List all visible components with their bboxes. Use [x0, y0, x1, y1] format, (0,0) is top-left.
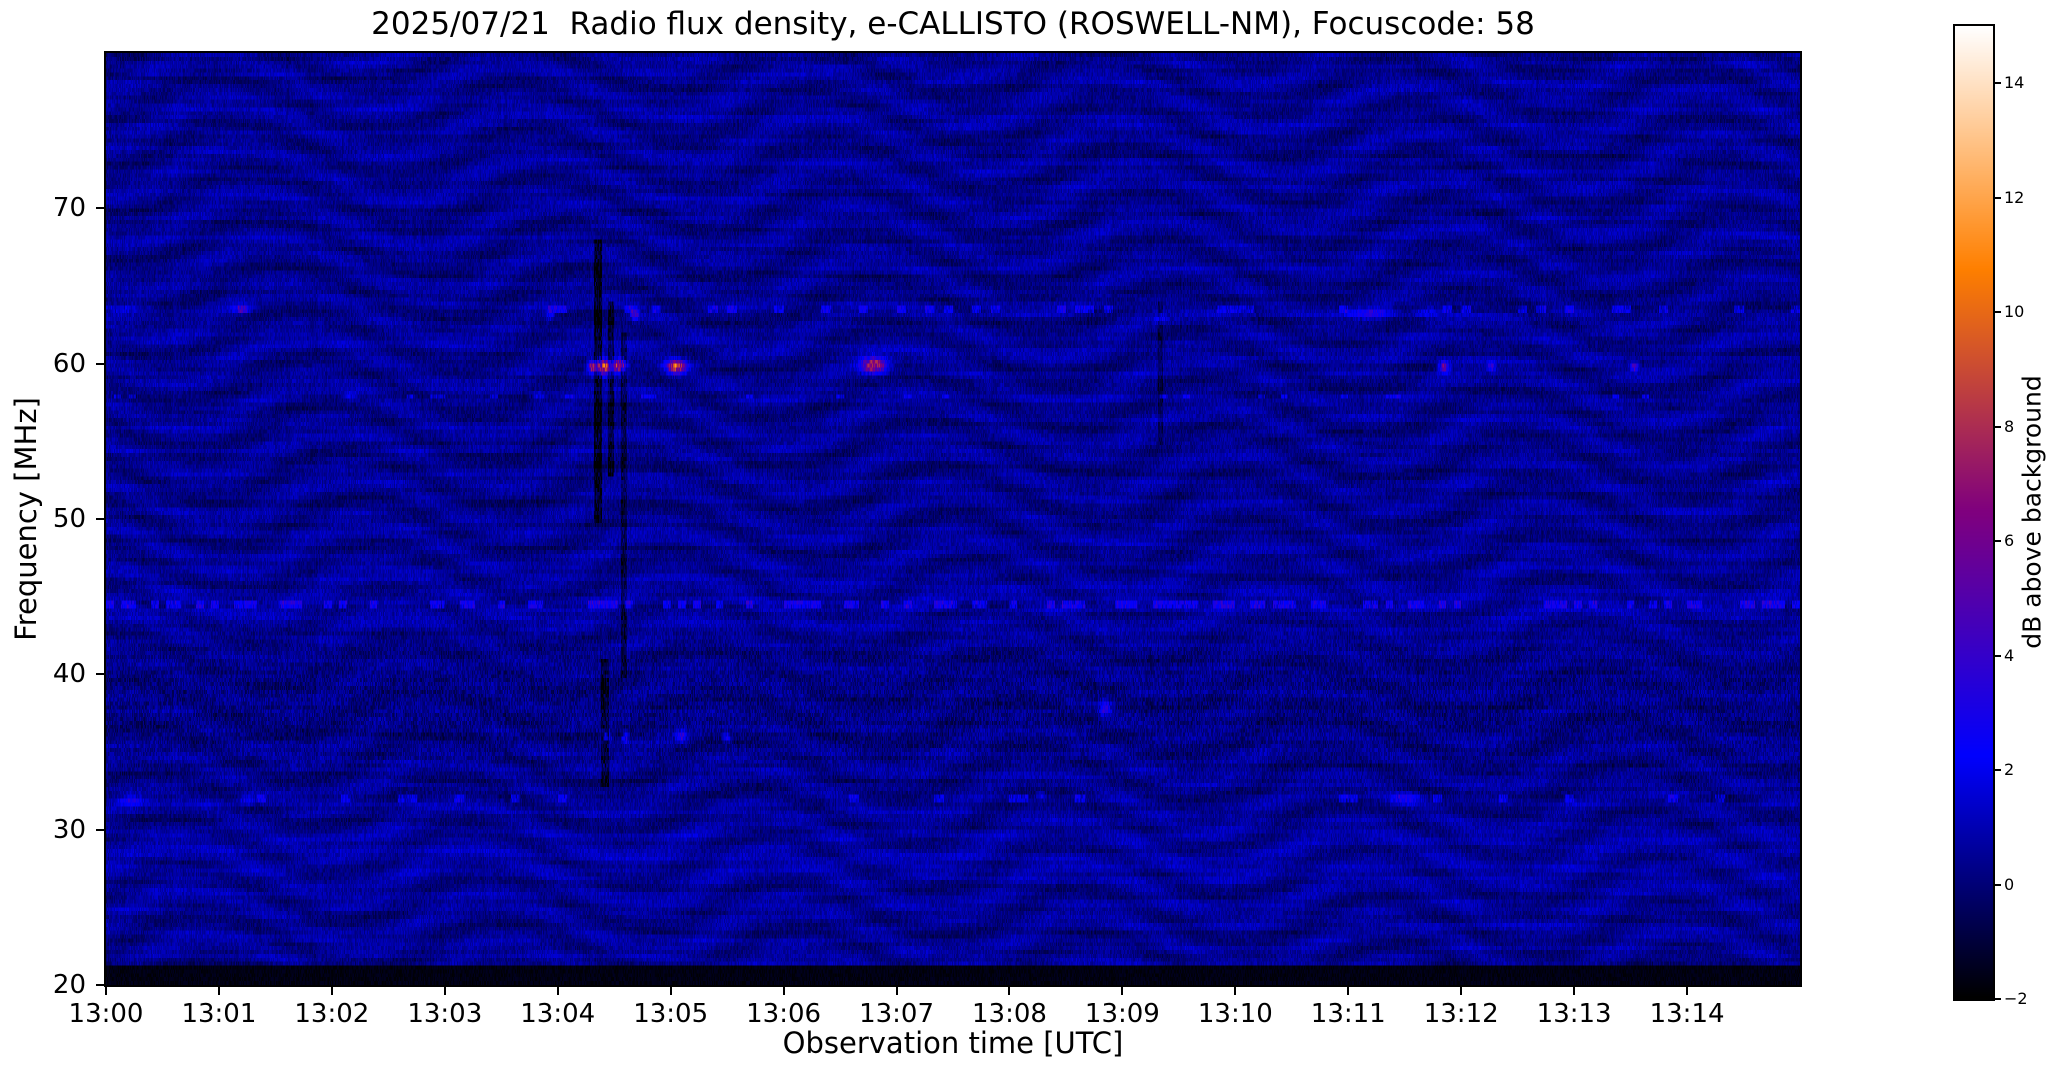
x-tick-mark	[443, 986, 446, 995]
x-tick-mark	[556, 986, 559, 995]
x-tick-label: 13:09	[1084, 999, 1160, 1029]
colorbar-tick-label: 4	[2004, 645, 2015, 665]
y-tick-label: 40	[52, 659, 86, 690]
x-axis-label: Observation time [UTC]	[782, 1026, 1124, 1060]
x-tick-mark	[105, 986, 107, 995]
y-tick-mark	[96, 673, 105, 676]
x-tick-label: 13:01	[181, 999, 257, 1029]
colorbar-tick-mark	[1995, 82, 2001, 85]
colorbar-tick-mark	[1995, 998, 2001, 1000]
x-tick-label: 13:10	[1197, 999, 1273, 1029]
colorbar-tick-label: 10	[2004, 302, 2025, 322]
x-tick-mark	[1121, 986, 1124, 995]
x-tick-mark	[1686, 986, 1689, 995]
colorbar-tick-mark	[1995, 311, 2001, 314]
colorbar-tick-label: 2	[2004, 760, 2015, 780]
colorbar-label: dB above background	[2017, 375, 2047, 649]
colorbar-tick-mark	[1995, 425, 2001, 428]
y-tick-mark	[96, 984, 105, 986]
x-tick-mark	[1573, 986, 1576, 995]
x-tick-label: 13:05	[633, 999, 709, 1029]
x-tick-mark	[1008, 986, 1011, 995]
spectrogram-canvas	[106, 53, 1800, 985]
x-tick-mark	[895, 986, 898, 995]
x-tick-mark	[1234, 986, 1237, 995]
colorbar-tick-mark	[1995, 540, 2001, 543]
x-tick-label: 13:02	[294, 999, 370, 1029]
colorbar-tick-label: 8	[2004, 416, 2015, 436]
x-tick-mark	[669, 986, 672, 995]
y-tick-mark	[96, 828, 105, 831]
colorbar-tick-mark	[1995, 654, 2001, 657]
colorbar-tick-mark	[1995, 769, 2001, 772]
y-tick-mark	[96, 362, 105, 365]
x-tick-label: 13:13	[1536, 999, 1612, 1029]
x-tick-mark	[782, 986, 785, 995]
x-tick-mark	[330, 986, 333, 995]
x-tick-label: 13:11	[1310, 999, 1386, 1029]
x-tick-label: 13:07	[859, 999, 934, 1029]
colorbar-tick-mark	[1995, 196, 2001, 199]
colorbar-tick-mark	[1995, 883, 2001, 886]
x-tick-label: 13:08	[971, 999, 1047, 1029]
colorbar-tick-label: 12	[2004, 187, 2025, 207]
x-tick-label: 13:00	[68, 999, 144, 1029]
y-tick-mark	[96, 207, 105, 210]
y-tick-label: 70	[52, 193, 86, 224]
colorbar-tick-label: 14	[2004, 73, 2025, 93]
x-tick-mark	[1460, 986, 1463, 995]
y-tick-label: 20	[52, 970, 86, 1000]
x-tick-label: 13:06	[746, 999, 822, 1029]
x-tick-mark	[217, 986, 220, 995]
y-tick-label: 60	[52, 348, 86, 379]
x-tick-mark	[1347, 986, 1350, 995]
x-tick-label: 13:14	[1649, 999, 1725, 1029]
y-tick-mark	[96, 518, 105, 520]
colorbar-gradient	[1955, 26, 1993, 999]
y-tick-label: 50	[52, 504, 86, 534]
x-tick-label: 13:03	[407, 999, 483, 1029]
chart-title: 2025/07/21 Radio flux density, e-CALLIST…	[371, 6, 1535, 42]
x-tick-label: 13:04	[520, 999, 596, 1029]
y-tick-label: 30	[52, 814, 86, 845]
colorbar-tick-label: 6	[2004, 531, 2015, 551]
x-tick-label: 13:12	[1423, 999, 1499, 1029]
colorbar-tick-label: −2	[2004, 989, 2028, 1008]
colorbar-tick-label: 0	[2004, 874, 2015, 894]
